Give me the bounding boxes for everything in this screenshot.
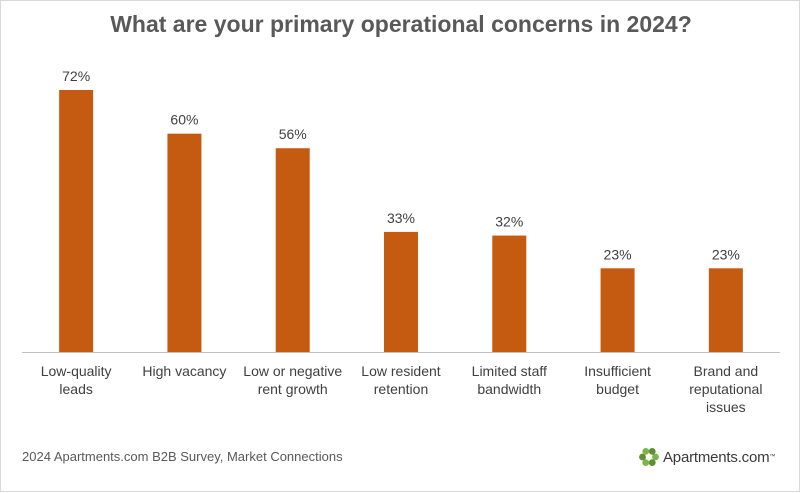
category-label-line: budget [596, 381, 639, 397]
data-label: 33% [387, 210, 415, 226]
bar [492, 235, 527, 352]
category-label-line: Insufficient [584, 363, 651, 379]
data-label: 72% [62, 68, 90, 84]
bar [275, 148, 310, 352]
logo-petal [652, 453, 659, 461]
logo-text: Apartments.com [663, 448, 770, 466]
category-label: Brand and reputational issues [689, 363, 762, 415]
source-note: 2024 Apartments.com B2B Survey, Market C… [22, 449, 343, 464]
logo-petal [639, 453, 646, 461]
category-label-line: Low resident [361, 363, 440, 379]
logo-petal [642, 447, 650, 455]
apartments-logo-icon [639, 447, 659, 467]
data-label: 32% [495, 214, 523, 230]
data-label: 56% [279, 126, 307, 142]
category-label-line: leads [59, 381, 92, 397]
data-label: 23% [604, 246, 632, 262]
category-label: Insufficient budget [584, 363, 651, 397]
logo-petal [642, 459, 650, 467]
logo-petal [648, 447, 656, 455]
bar [59, 90, 94, 352]
category-label-line: issues [706, 399, 746, 415]
category-label-line: Limited staff [472, 363, 547, 379]
bar [600, 268, 635, 352]
category-label-line: reputational [689, 381, 762, 397]
category-label-line: High vacancy [142, 363, 226, 379]
logo-trademark: ™ [769, 454, 776, 460]
bar [708, 268, 743, 352]
category-label: Limited staff bandwidth [472, 363, 547, 397]
data-label: 23% [712, 246, 740, 262]
category-label: Low-quality leads [41, 363, 112, 397]
category-label-line: retention [374, 381, 428, 397]
apartments-logo: Apartments.com ™ [638, 446, 775, 468]
category-label: Low resident retention [361, 363, 440, 397]
logo-petal [648, 459, 656, 467]
bar [384, 231, 418, 352]
chart-title: What are your primary operational concer… [110, 11, 692, 37]
data-label: 60% [170, 112, 198, 128]
category-label-line: Low or negative [243, 363, 342, 379]
category-label: High vacancy [142, 363, 226, 379]
category-label-line: rent growth [258, 381, 328, 397]
category-label-line: Low-quality [41, 363, 112, 379]
bar [167, 133, 202, 352]
category-label-line: Brand and [694, 363, 759, 379]
category-label: Low or negative rent growth [243, 363, 342, 397]
category-label-line: bandwidth [477, 381, 541, 397]
